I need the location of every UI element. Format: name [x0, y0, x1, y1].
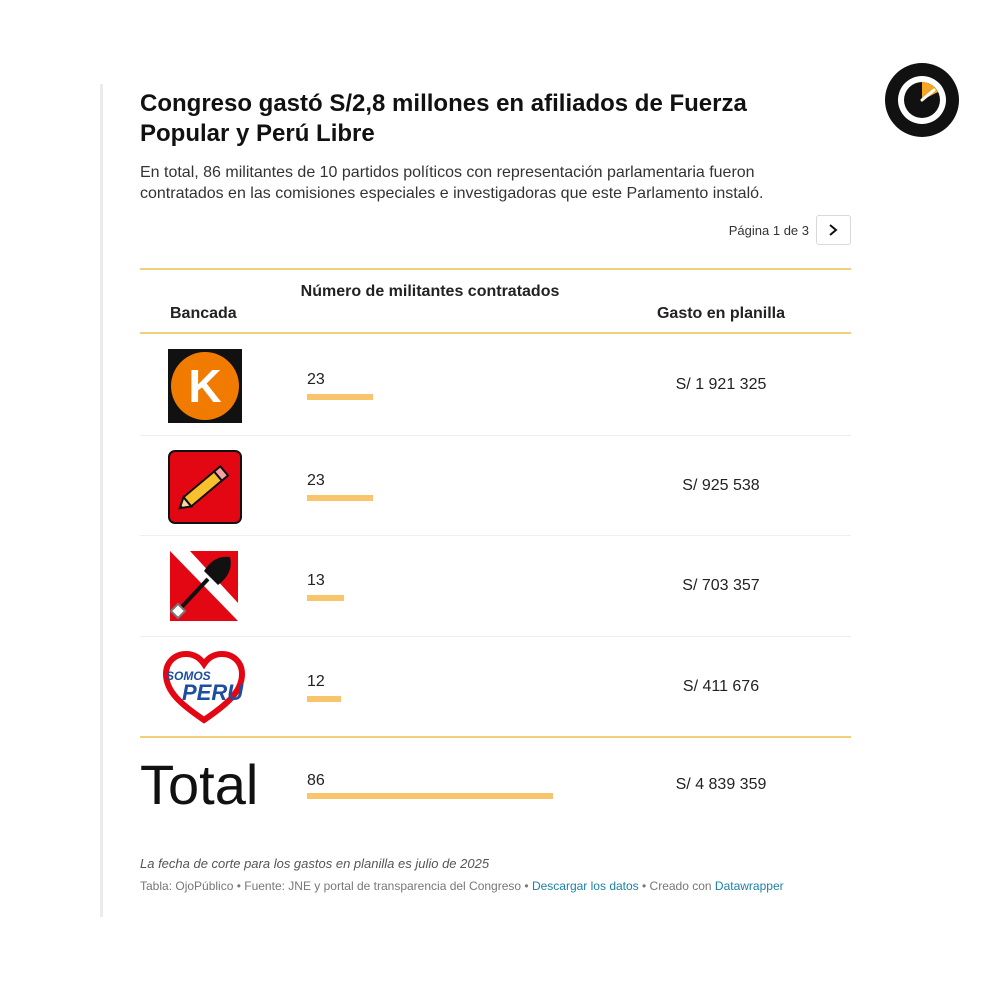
- source-line: Tabla: OjoPúblico • Fuente: JNE y portal…: [140, 879, 784, 893]
- chart-title: Congreso gastó S/2,8 millones en afiliad…: [140, 90, 747, 147]
- total-rule: [140, 736, 851, 738]
- row-count-label: 12: [307, 673, 325, 690]
- peru-libre-logo: [168, 450, 242, 524]
- accion-popular-logo: [169, 551, 238, 621]
- count-bar: [307, 394, 373, 400]
- row-count-label: 13: [307, 572, 325, 589]
- total-count-bar: [307, 793, 553, 799]
- count-bar: [307, 696, 341, 702]
- row-divider: [140, 535, 851, 536]
- total-count-label: 86: [307, 772, 325, 789]
- source-separator: • Creado con: [638, 879, 715, 893]
- row-gasto-value: S/ 411 676: [682, 678, 760, 695]
- table-header-rule: [140, 332, 851, 334]
- row-gasto-value: S/ 1 921 325: [675, 376, 767, 393]
- datawrapper-link[interactable]: Datawrapper: [714, 879, 784, 893]
- chart-subtitle: En total, 86 militantes de 10 partidos p…: [140, 164, 764, 202]
- total-gasto-value: S/ 4 839 359: [675, 776, 767, 793]
- count-bar: [307, 495, 373, 501]
- total-label: Total: [140, 753, 259, 816]
- fuerza-popular-logo: K: [168, 349, 242, 423]
- footnote: La fecha de corte para los gastos en pla…: [140, 856, 490, 871]
- chevron-right-icon: [829, 224, 838, 236]
- left-divider: [100, 84, 103, 917]
- somos-peru-logo-word-2: PERU: [182, 680, 244, 705]
- download-data-link[interactable]: Descargar los datos: [531, 879, 639, 893]
- column-header-militantes: Número de militantes contratados: [300, 283, 560, 300]
- row-divider: [140, 435, 851, 436]
- table-top-rule: [140, 268, 851, 270]
- row-gasto-value: S/ 925 538: [682, 477, 760, 494]
- row-count-label: 23: [307, 371, 325, 388]
- page-indicator: Página 1 de 3: [728, 223, 809, 238]
- somos-peru-logo-word-1: SOMOS: [166, 669, 211, 683]
- count-bar: [307, 595, 344, 601]
- fuerza-popular-logo-letter: K: [188, 360, 221, 412]
- somos-peru-logo: SOMOS PERU: [162, 650, 246, 724]
- column-header-gasto: Gasto en planilla: [656, 305, 786, 322]
- row-divider: [140, 636, 851, 637]
- column-header-bancada: Bancada: [170, 305, 237, 322]
- row-count-label: 23: [307, 472, 325, 489]
- next-page-button[interactable]: [816, 215, 851, 245]
- source-text: Tabla: OjoPúblico • Fuente: JNE y portal…: [140, 879, 532, 893]
- pagination: Página 1 de 3: [700, 215, 851, 245]
- ojopublico-logo: [885, 63, 959, 137]
- row-gasto-value: S/ 703 357: [682, 577, 760, 594]
